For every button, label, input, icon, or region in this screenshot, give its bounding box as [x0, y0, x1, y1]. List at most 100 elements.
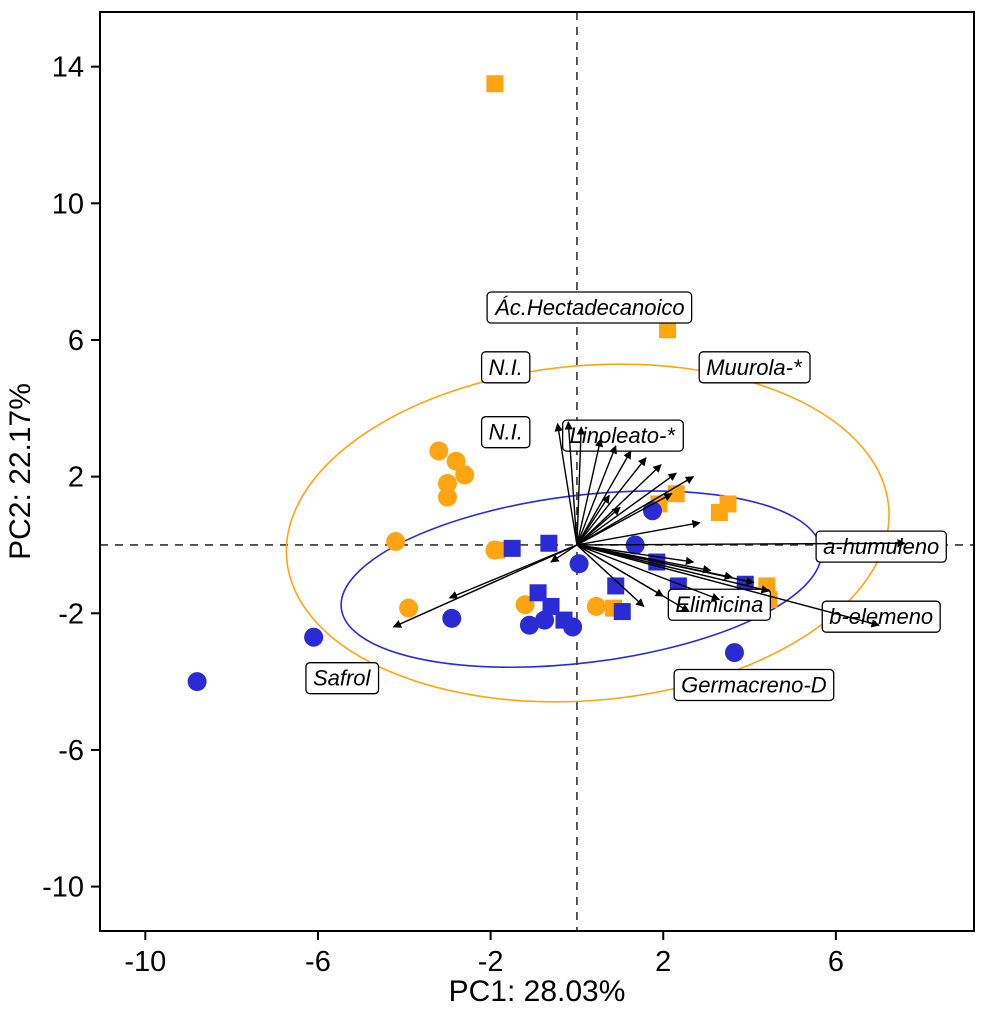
panel-border — [99, 11, 975, 932]
point-orange-circles — [386, 532, 406, 552]
x-tick-label: -6 — [305, 946, 331, 978]
variable-label: b-elemeno — [821, 600, 941, 633]
point-orange-circles — [586, 596, 606, 616]
variable-label: Linoleato-* — [561, 419, 684, 452]
variable-label: N.I. — [480, 351, 531, 384]
loading-arrow — [576, 544, 721, 601]
point-orange-squares — [488, 541, 506, 559]
variable-label-box — [561, 419, 684, 452]
y-tick-label: -2 — [58, 598, 84, 630]
point-blue-squares — [613, 603, 631, 621]
y-tick-label: 2 — [68, 462, 84, 494]
y-tick-label: -6 — [58, 735, 84, 767]
variable-label-text: Linoleato-* — [570, 423, 677, 448]
loading-arrow — [392, 544, 578, 628]
y-tick-label: -10 — [42, 872, 84, 904]
point-blue-circles — [569, 554, 589, 574]
loading-arrow — [576, 438, 604, 546]
loading-arrow — [576, 426, 586, 545]
point-blue-squares — [529, 584, 547, 602]
variable-label-box — [667, 588, 772, 621]
loading-arrow — [576, 494, 610, 546]
variable-label-box — [305, 662, 380, 695]
variable-label-box — [480, 351, 531, 384]
loading-arrow — [554, 422, 578, 546]
variable-label-box — [821, 600, 941, 633]
loading-arrow — [576, 539, 906, 548]
loading-arrow — [576, 476, 695, 546]
x-tick-label: -2 — [478, 946, 504, 978]
variable-label-text: Ác.Hectadecanoico — [494, 295, 685, 320]
variable-label: a-humuleno — [815, 530, 947, 563]
variable-label: Elimicina — [667, 588, 772, 621]
ellipse-orange — [285, 363, 890, 703]
loading-arrow — [564, 421, 578, 546]
variable-label-text: Muurola-* — [706, 355, 803, 380]
point-orange-circles — [455, 465, 475, 485]
point-blue-circles — [519, 615, 539, 635]
variable-label-box — [815, 530, 947, 563]
variable-label-text: Safrol — [313, 666, 372, 691]
zero-reference-lines — [100, 12, 974, 931]
loading-arrow — [576, 464, 662, 546]
variable-label: N.I. — [480, 416, 531, 449]
x-tick-label: -10 — [124, 946, 166, 978]
loading-arrow — [576, 544, 690, 613]
variable-label: Ác.Hectadecanoico — [486, 291, 693, 324]
axes: -10 -6 -2 2 6 -10 -6 -2 2 6 10 14 PC1: 28.03% PC2: 22… — [4, 52, 844, 1008]
loading-arrow — [576, 457, 647, 546]
loading-arrow — [576, 544, 755, 586]
variable-label: Safrol — [305, 662, 380, 695]
y-tick-label: 6 — [68, 325, 84, 357]
point-blue-squares — [503, 539, 521, 557]
x-tick-label: 6 — [828, 946, 844, 978]
point-orange-circles — [446, 451, 466, 471]
point-orange-squares — [486, 75, 504, 93]
loading-arrow — [576, 544, 695, 566]
variable-label-text: N.I. — [489, 355, 523, 380]
point-blue-circles — [304, 627, 324, 647]
variable-label: Germacreno-D — [673, 668, 835, 702]
point-blue-squares — [540, 534, 558, 552]
point-blue-circles — [187, 672, 207, 692]
point-orange-squares — [667, 485, 685, 503]
point-blue-squares — [542, 597, 560, 615]
data-points — [187, 75, 778, 692]
y-axis-label: PC2: 22.17% — [4, 383, 37, 560]
loading-arrow — [576, 506, 621, 546]
variable-label-box — [673, 668, 835, 702]
point-orange-circles — [399, 598, 419, 618]
variable-labels: Ác.Hectadecanoico N.I. Muurola-* N.I. Linole… — [305, 291, 947, 702]
loading-arrow — [576, 493, 673, 546]
point-blue-circles — [724, 643, 744, 663]
y-tick-label: 10 — [52, 188, 84, 220]
point-orange-squares — [710, 503, 728, 521]
variable-label: Muurola-* — [698, 351, 811, 384]
variable-label-text: a-humuleno — [823, 534, 939, 559]
loading-arrow — [576, 519, 701, 546]
point-blue-circles — [442, 608, 462, 628]
point-orange-circles — [437, 473, 457, 493]
loading-arrow — [576, 472, 677, 546]
loading-arrow — [576, 544, 645, 608]
loading-arrow — [576, 544, 880, 628]
loading-arrow — [550, 544, 578, 563]
loading-arrow — [576, 445, 617, 546]
variable-label-text: Germacreno-D — [681, 673, 827, 698]
x-tick-label: 2 — [655, 946, 671, 978]
point-orange-squares — [659, 321, 677, 339]
variable-label-text: Elimicina — [675, 592, 763, 617]
variable-label-box — [480, 416, 531, 449]
loading-arrow — [576, 544, 770, 594]
variable-label-text: N.I. — [489, 420, 523, 445]
variable-label-box — [698, 351, 811, 384]
loading-arrows — [392, 421, 906, 628]
point-orange-circles — [429, 441, 449, 461]
point-blue-squares — [607, 577, 625, 595]
plot-panel — [100, 12, 974, 931]
x-axis-label: PC1: 28.03% — [449, 975, 626, 1008]
point-orange-circles — [437, 487, 457, 507]
y-tick-label: 14 — [52, 52, 84, 84]
